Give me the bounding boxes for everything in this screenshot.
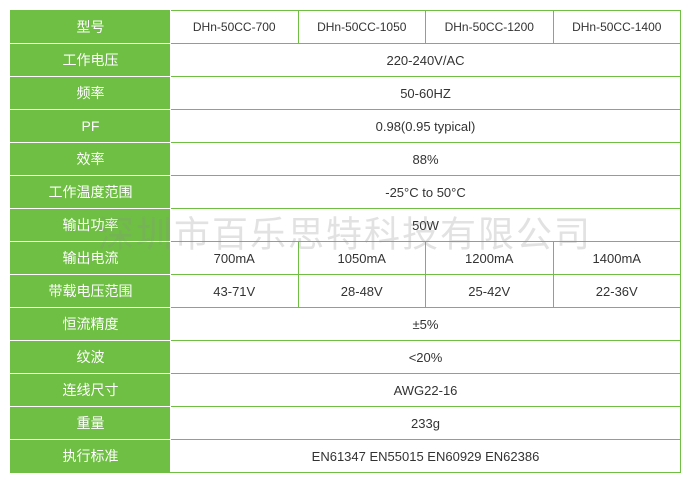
model-col-0: DHn-50CC-700 xyxy=(171,11,299,44)
row-value: 22-36V xyxy=(553,275,681,308)
row-label: 纹波 xyxy=(11,341,171,374)
row-value: 700mA xyxy=(171,242,299,275)
row-label: 连线尺寸 xyxy=(11,374,171,407)
row-value: ±5% xyxy=(171,308,681,341)
header-label: 型号 xyxy=(11,11,171,44)
row-value: 50W xyxy=(171,209,681,242)
model-col-1: DHn-50CC-1050 xyxy=(298,11,426,44)
row-label: 输出电流 xyxy=(11,242,171,275)
row-value: 1200mA xyxy=(426,242,554,275)
row-value: EN61347 EN55015 EN60929 EN62386 xyxy=(171,440,681,473)
row-label: 恒流精度 xyxy=(11,308,171,341)
row-label: 重量 xyxy=(11,407,171,440)
row-value: <20% xyxy=(171,341,681,374)
row-value: 43-71V xyxy=(171,275,299,308)
row-label: 执行标准 xyxy=(11,440,171,473)
row-label: 工作电压 xyxy=(11,44,171,77)
row-label: 频率 xyxy=(11,77,171,110)
row-value: 220-240V/AC xyxy=(171,44,681,77)
row-value: 1050mA xyxy=(298,242,426,275)
spec-table: 型号DHn-50CC-700DHn-50CC-1050DHn-50CC-1200… xyxy=(10,10,681,473)
row-label: 工作温度范围 xyxy=(11,176,171,209)
row-label: PF xyxy=(11,110,171,143)
row-label: 带载电压范围 xyxy=(11,275,171,308)
row-value: 50-60HZ xyxy=(171,77,681,110)
row-label: 输出功率 xyxy=(11,209,171,242)
model-col-2: DHn-50CC-1200 xyxy=(426,11,554,44)
row-value: 1400mA xyxy=(553,242,681,275)
row-value: 28-48V xyxy=(298,275,426,308)
row-value: 25-42V xyxy=(426,275,554,308)
row-value: 88% xyxy=(171,143,681,176)
row-value: AWG22-16 xyxy=(171,374,681,407)
row-value: -25°C to 50°C xyxy=(171,176,681,209)
row-label: 效率 xyxy=(11,143,171,176)
row-value: 0.98(0.95 typical) xyxy=(171,110,681,143)
row-value: 233g xyxy=(171,407,681,440)
model-col-3: DHn-50CC-1400 xyxy=(553,11,681,44)
